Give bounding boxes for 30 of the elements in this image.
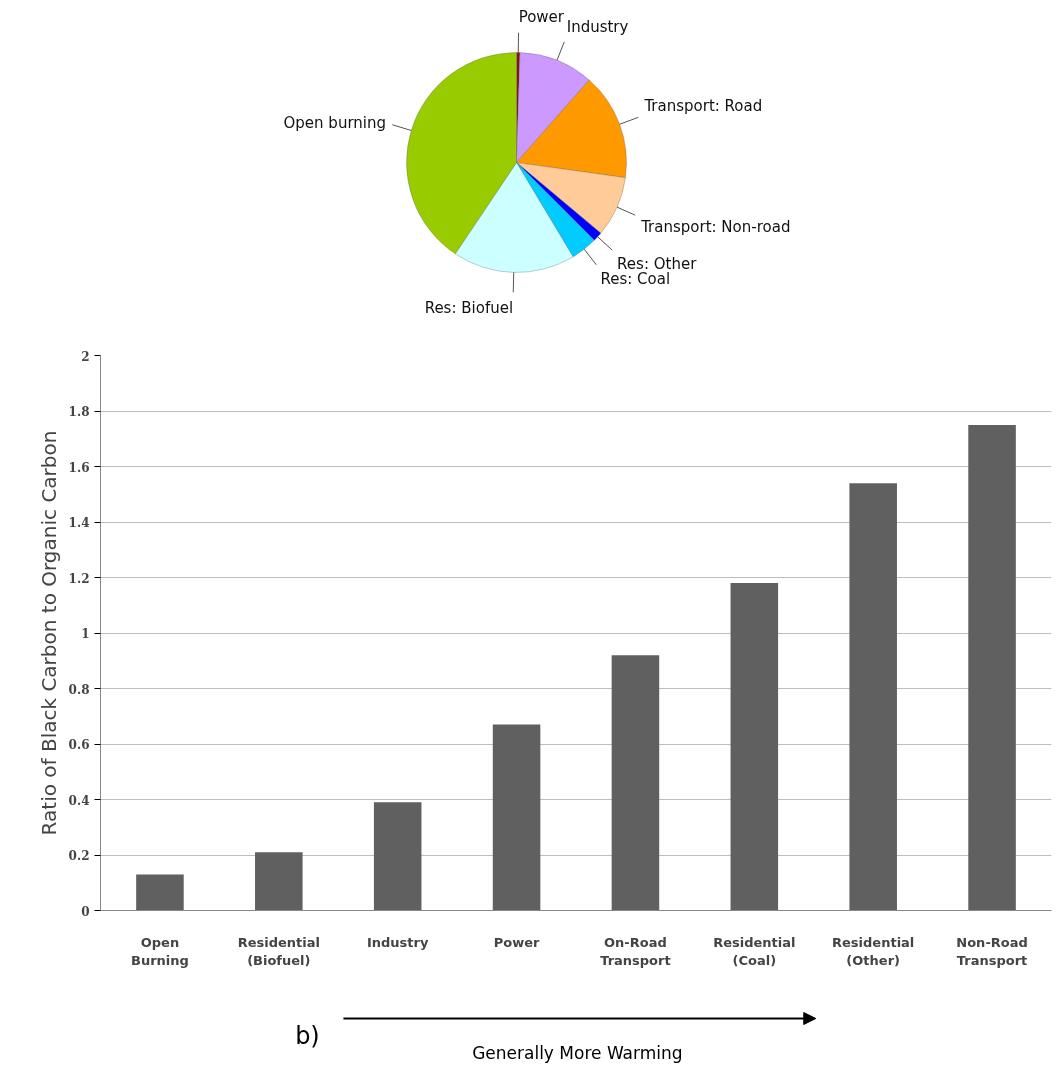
y-tick-label: 1.8 bbox=[68, 405, 90, 419]
slice-label: Open burning bbox=[283, 113, 387, 132]
slice-label: Transport: Non-road bbox=[640, 217, 791, 236]
y-tick-label: 0.8 bbox=[68, 682, 90, 697]
slice-label: Transport: Road bbox=[643, 97, 763, 116]
slice-label: Res: Other bbox=[617, 254, 698, 273]
x-tick-label: Open Burning bbox=[131, 934, 189, 968]
x-tick-label: Residential (Biofuel) bbox=[237, 934, 320, 968]
y-tick-label: 2 bbox=[81, 349, 90, 364]
y-tick-label: 0.2 bbox=[68, 849, 90, 863]
x-tick-label: Residential (Coal) bbox=[713, 934, 796, 968]
y-tick-label: 1.4 bbox=[68, 516, 90, 530]
slice-label: Power bbox=[518, 8, 565, 27]
slice-label: Res: Biofuel bbox=[424, 298, 514, 317]
slice-label: Res: Coal bbox=[600, 270, 671, 289]
y-tick-label: 0.6 bbox=[68, 738, 90, 752]
y-tick-label: 1.6 bbox=[68, 460, 90, 475]
y-tick-label: 0.4 bbox=[68, 793, 90, 808]
x-tick-label: Non-Road Transport bbox=[956, 934, 1028, 968]
y-tick-label: 0 bbox=[81, 904, 90, 919]
text: Generally More Warming bbox=[472, 1042, 683, 1063]
text: b) bbox=[295, 1021, 320, 1050]
y-tick-label: 1 bbox=[81, 627, 90, 641]
x-tick-label: On-Road Transport bbox=[600, 934, 671, 968]
x-tick-label: Industry bbox=[366, 934, 429, 950]
slice-label: Industry bbox=[566, 17, 629, 36]
y-axis-title: Ratio of Black Carbon to Organic Carbon bbox=[36, 430, 61, 836]
x-tick-label: Power bbox=[493, 934, 540, 950]
y-tick-label: 1.2 bbox=[68, 571, 90, 586]
x-tick-label: Residential (Other) bbox=[832, 934, 915, 968]
